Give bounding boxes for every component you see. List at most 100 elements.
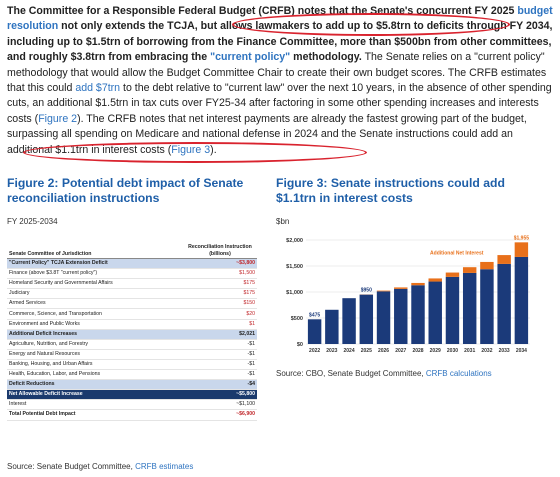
table-row: Interest ~$1,100 — [7, 399, 257, 411]
row-value: ~$5,800 — [183, 389, 257, 401]
figure2-link[interactable]: Figure 2 — [38, 112, 78, 125]
bar-additional — [376, 290, 391, 292]
bar-additional — [480, 261, 494, 270]
row-label: Commerce, Science, and Transportation — [7, 308, 183, 320]
row-value: $175 — [183, 278, 257, 290]
table-row: Judiciary $175 — [7, 288, 257, 300]
interest-cost-chart: $0 $500 $1,000 $1,500 $2,000 2022 2023 2024 2025… — [286, 235, 530, 354]
table-row: Net Allowable Deficit Increase ~$5,800 — [7, 389, 257, 401]
figure3-source-text: Source: CBO, Senate Budget Committee, — [276, 369, 426, 378]
row-value: ~$1,100 — [183, 399, 257, 411]
x-tick-label: 2029 — [430, 348, 441, 354]
data-label: $950 — [361, 287, 372, 293]
y-tick-label: $1,000 — [286, 290, 303, 296]
data-label: $1,955 — [514, 235, 530, 241]
x-tick-label: 2023 — [326, 348, 337, 354]
row-label: Agriculture, Nutrition, and Forestry — [7, 339, 183, 350]
current-policy-link[interactable]: "current policy" — [210, 51, 291, 64]
table-row: Armed Services $150 — [7, 298, 257, 310]
add-7trn-link[interactable]: add $7trn — [75, 82, 121, 95]
y-tick-label: $1,500 — [286, 264, 303, 270]
bar-base — [514, 256, 529, 344]
row-label: Net Allowable Deficit Increase — [7, 389, 183, 401]
bar-base — [325, 309, 339, 344]
row-value: -$1 — [183, 359, 257, 371]
x-tick-label: 2024 — [344, 348, 355, 354]
row-label: Armed Services — [7, 298, 183, 310]
row-label: Additional Deficit Increases — [7, 329, 183, 340]
bar-base — [428, 281, 442, 344]
y-tick-label: $0 — [297, 342, 303, 348]
header-committee: Senate Committee of Jurisdiction — [7, 238, 183, 259]
row-label: Total Potential Debt Impact — [7, 409, 183, 421]
bar-additional — [411, 282, 425, 286]
x-tick-label: 2032 — [481, 348, 492, 354]
row-value: -$4 — [183, 379, 257, 391]
figure2-title: Figure 2: Potential debt impact of Senat… — [7, 176, 244, 205]
bar-base — [497, 263, 511, 344]
row-value: $1 — [183, 319, 257, 330]
row-value: $150 — [183, 298, 257, 310]
para-text-8: to the debt relative to "current law" ov… — [7, 82, 552, 125]
table-row: Homeland Security and Governmental Affai… — [7, 278, 257, 290]
row-label: Judiciary — [7, 288, 183, 300]
highlight-circle-interest — [23, 142, 367, 163]
row-label: Deficit Reductions — [7, 379, 183, 391]
x-tick-label: 2028 — [412, 348, 423, 354]
bar-base — [342, 298, 356, 344]
bar-base — [376, 291, 391, 344]
row-label: Homeland Security and Governmental Affai… — [7, 278, 183, 290]
y-tick-label: $500 — [291, 316, 303, 322]
x-tick-label: 2022 — [309, 348, 320, 354]
figure2-source: Source: Senate Budget Committee, CRFB es… — [7, 462, 193, 471]
table-row: Environment and Public Works $1 — [7, 319, 257, 330]
x-tick-label: 2031 — [464, 348, 475, 354]
bar-base — [480, 269, 494, 344]
bar-additional — [497, 255, 511, 264]
figure3-source: Source: CBO, Senate Budget Committee, CR… — [276, 369, 492, 378]
crfb-calculations-link[interactable]: CRFB calculations — [425, 369, 492, 378]
table-row: Health, Education, Labor, and Pensions -$… — [7, 369, 257, 381]
reconciliation-table: Senate Committee of Jurisdiction Reconci… — [7, 238, 257, 421]
row-value: $20 — [183, 308, 257, 320]
table-row: Banking, Housing, and Urban Affairs -$1 — [7, 359, 257, 371]
x-tick-label: 2026 — [378, 348, 389, 354]
bar-base — [445, 276, 460, 344]
x-tick-label: 2030 — [447, 348, 458, 354]
figure3-title: Figure 3: Senate instructions could add … — [276, 176, 505, 205]
row-value: ~$3,800 — [183, 258, 257, 270]
row-label: Interest — [7, 399, 183, 411]
row-label: Health, Education, Labor, and Pensions — [7, 369, 183, 381]
table-row: Commerce, Science, and Transportation $20 — [7, 308, 257, 320]
row-value: $1,500 — [183, 268, 257, 280]
row-label: "Current Policy" TCJA Extension Deficit — [7, 258, 183, 270]
table-row: Total Potential Debt Impact ~$6,900 — [7, 409, 257, 421]
para-text-5: methodology. — [290, 51, 362, 64]
header-instruction: Reconciliation Instruction (billions) — [183, 238, 257, 259]
table-row: Energy and Natural Resources -$1 — [7, 349, 257, 360]
bar-additional — [445, 272, 460, 277]
para-text-6: The Senate relies on a "current policy" … — [7, 51, 547, 95]
crfb-estimates-link[interactable]: CRFB estimates — [135, 462, 194, 471]
row-value: $2,021 — [183, 329, 257, 340]
figure3-unit: $bn — [276, 217, 290, 226]
legend-additional-net-interest: Additional Net Interest — [430, 251, 484, 257]
row-label: Banking, Housing, and Urban Affairs — [7, 359, 183, 371]
budget-resolution-link[interactable]: budget resolution — [7, 5, 553, 33]
data-label: $475 — [309, 312, 320, 318]
row-label: Finance (above $3.8T "current policy") — [7, 268, 183, 280]
row-label: Environment and Public Works — [7, 319, 183, 330]
table-row: Additional Deficit Increases $2,021 — [7, 329, 257, 340]
bar-additional — [394, 287, 408, 289]
row-value: -$1 — [183, 339, 257, 350]
bar-base — [411, 285, 425, 344]
x-tick-label: 2034 — [516, 348, 527, 354]
table-header: Senate Committee of Jurisdiction Reconci… — [7, 238, 257, 259]
row-value: $175 — [183, 288, 257, 300]
row-label: Energy and Natural Resources — [7, 349, 183, 360]
table-row: Deficit Reductions -$4 — [7, 379, 257, 391]
y-tick-label: $2,000 — [286, 238, 303, 244]
bar-base — [307, 319, 322, 344]
table-row: Finance (above $3.8T "current policy") $1… — [7, 268, 257, 280]
table-row: "Current Policy" TCJA Extension Deficit ~… — [7, 258, 257, 270]
